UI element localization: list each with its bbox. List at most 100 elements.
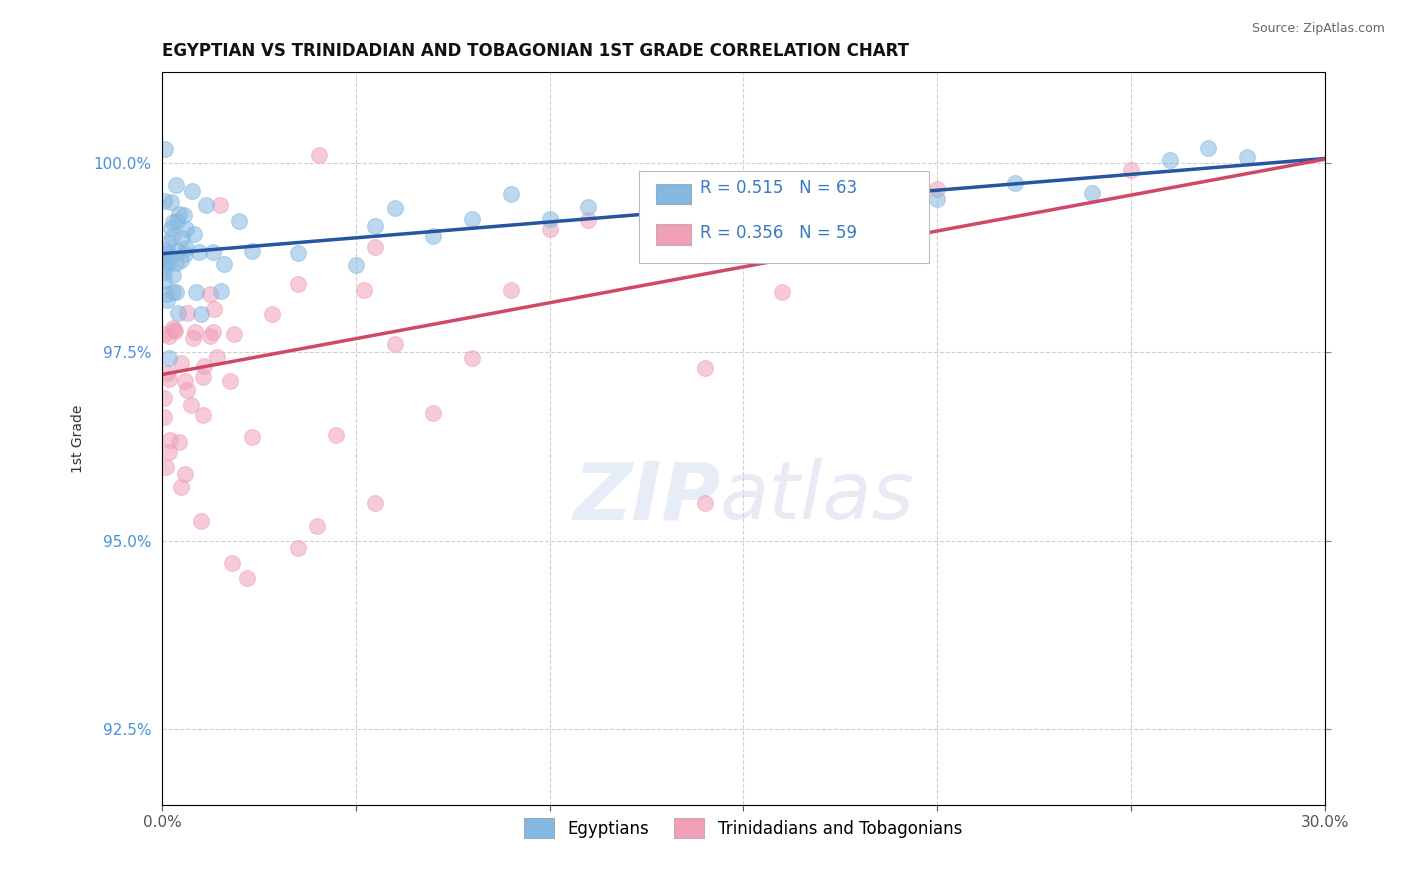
Point: [156, 235, 179, 250]
Point: [166, 214, 188, 228]
Point: [810, 177, 832, 191]
Point: [770, 285, 793, 299]
Point: [153, 410, 176, 425]
Point: [655, 215, 678, 229]
Point: [163, 323, 186, 337]
Point: [162, 215, 184, 229]
Point: [353, 283, 375, 297]
Point: [198, 286, 221, 301]
Point: [212, 257, 235, 271]
Point: [176, 384, 198, 398]
Bar: [657, 184, 690, 204]
Point: [925, 192, 948, 206]
Point: [184, 285, 207, 299]
Point: [153, 274, 176, 288]
Point: [287, 541, 309, 556]
Point: [159, 433, 181, 447]
Point: [153, 326, 176, 341]
Point: [156, 366, 179, 380]
Legend: Egyptians, Trinidadians and Tobagonians: Egyptians, Trinidadians and Tobagonians: [517, 812, 969, 845]
Point: [174, 467, 197, 482]
Point: [240, 430, 263, 444]
Point: [170, 480, 193, 494]
Point: [162, 268, 184, 282]
Point: [163, 324, 186, 338]
Point: [422, 229, 444, 244]
Point: [422, 406, 444, 420]
Point: [165, 178, 187, 193]
Point: [538, 221, 561, 235]
Point: [1159, 153, 1181, 167]
Point: [198, 328, 221, 343]
Point: [162, 285, 184, 300]
Point: [157, 351, 180, 365]
Point: [157, 246, 180, 260]
Point: [180, 399, 202, 413]
Text: R = 0.515   N = 63: R = 0.515 N = 63: [700, 179, 858, 197]
Point: [157, 329, 180, 343]
Point: [384, 201, 406, 215]
Text: atlas: atlas: [720, 458, 915, 536]
Point: [887, 218, 910, 232]
Point: [693, 496, 716, 510]
Point: [219, 374, 242, 388]
Point: [655, 200, 678, 214]
Point: [170, 231, 193, 245]
Point: [1004, 176, 1026, 190]
Point: [1197, 141, 1219, 155]
Point: [190, 307, 212, 321]
Point: [925, 182, 948, 196]
Point: [1119, 163, 1142, 178]
Point: [160, 195, 183, 210]
Point: [576, 212, 599, 227]
Point: [153, 265, 176, 279]
Point: [155, 258, 177, 272]
Point: [202, 301, 225, 316]
Point: [201, 326, 224, 340]
Point: [193, 359, 215, 373]
Point: [165, 285, 187, 299]
Point: [364, 496, 387, 510]
Point: [308, 148, 330, 162]
Point: [207, 350, 229, 364]
Point: [153, 142, 176, 156]
FancyBboxPatch shape: [638, 171, 929, 263]
Point: [287, 277, 309, 292]
Point: [160, 221, 183, 235]
Point: [157, 445, 180, 459]
Point: [183, 227, 205, 241]
Point: [461, 351, 484, 366]
Point: [153, 252, 176, 266]
Point: [157, 254, 180, 268]
Point: [499, 187, 522, 202]
Point: [155, 459, 177, 474]
Point: [364, 219, 387, 233]
Point: [262, 306, 284, 320]
Bar: [657, 224, 690, 244]
Point: [167, 244, 190, 259]
Point: [174, 241, 197, 255]
Point: [160, 230, 183, 244]
Point: [155, 287, 177, 301]
Point: [153, 391, 176, 405]
Point: [209, 197, 232, 211]
Point: [156, 293, 179, 307]
Point: [305, 518, 328, 533]
Point: [384, 337, 406, 351]
Point: [191, 408, 214, 422]
Point: [461, 212, 484, 227]
Point: [181, 331, 204, 345]
Text: Source: ZipAtlas.com: Source: ZipAtlas.com: [1251, 22, 1385, 36]
Point: [167, 207, 190, 221]
Point: [287, 246, 309, 260]
Point: [191, 370, 214, 384]
Point: [165, 256, 187, 270]
Point: [325, 428, 347, 442]
Point: [184, 325, 207, 339]
Point: [221, 557, 243, 571]
Point: [187, 245, 209, 260]
Point: [538, 211, 561, 226]
Point: [167, 306, 190, 320]
Point: [176, 305, 198, 319]
Point: [174, 246, 197, 260]
